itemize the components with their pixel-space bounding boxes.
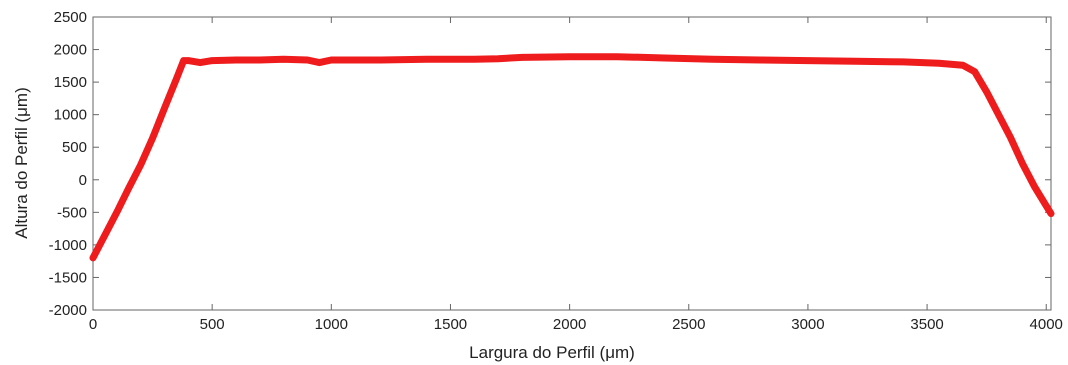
series-line — [89, 53, 1055, 262]
x-tick-label: 4000 — [1030, 316, 1063, 333]
y-tick-label: -2000 — [49, 302, 87, 319]
x-tick-label: 0 — [89, 316, 97, 333]
y-tick-label: 1000 — [54, 107, 87, 124]
y-tick-label: 0 — [79, 172, 87, 189]
x-tick-label: 2000 — [553, 316, 586, 333]
plot-area — [92, 16, 1052, 311]
y-tick-label: -1000 — [49, 237, 87, 254]
x-axis: 0 500 1000 1500 2000 2500 3000 3500 4000 — [89, 17, 1063, 333]
x-tick-label: 3000 — [791, 316, 824, 333]
y-tick-label: 1500 — [54, 74, 87, 91]
x-tick-label: 1500 — [434, 316, 467, 333]
y-tick-label: -500 — [57, 204, 87, 221]
x-tick-label: 3500 — [910, 316, 943, 333]
x-tick-label: 2500 — [672, 316, 705, 333]
y-tick-label: 500 — [62, 139, 87, 156]
x-tick-label: 500 — [200, 316, 225, 333]
x-tick-label: 1000 — [315, 316, 348, 333]
y-tick-label: 2000 — [54, 42, 87, 59]
x-axis-title: Largura do Perfil (μm) — [469, 343, 635, 362]
y-axis: -2000 -1500 -1000 -500 0 500 1000 1500 2000 2500 — [49, 9, 1051, 319]
y-tick-label: 2500 — [54, 9, 87, 26]
y-axis-title: Altura do Perfil (μm) — [12, 87, 31, 239]
y-tick-label: -1500 — [49, 269, 87, 286]
